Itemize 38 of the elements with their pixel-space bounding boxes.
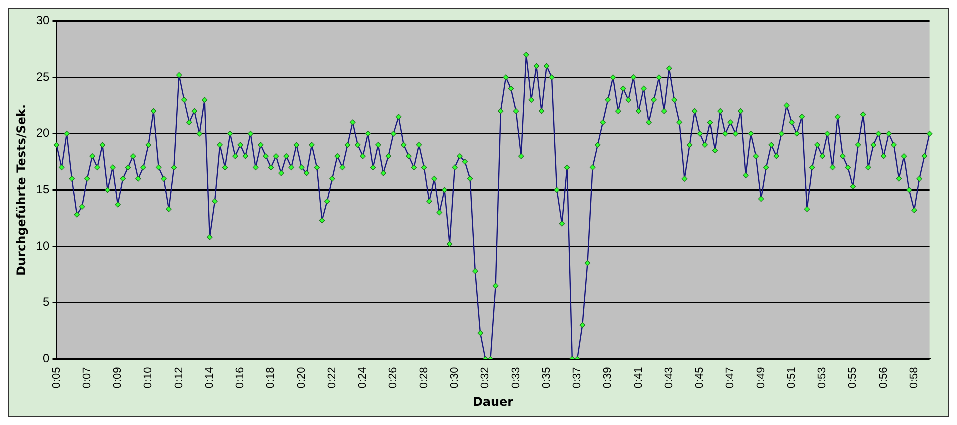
x-tick-label: 0:05 bbox=[50, 367, 63, 389]
y-tick-label: 0 bbox=[43, 352, 50, 366]
y-tick-label: 5 bbox=[43, 295, 50, 310]
x-tick-label: 0:12 bbox=[173, 367, 186, 389]
x-tick-label: 0:35 bbox=[540, 367, 553, 389]
x-tick-label: 0:22 bbox=[326, 367, 338, 389]
x-tick-label: 0:53 bbox=[816, 367, 829, 389]
x-tick-label: 0:39 bbox=[602, 367, 614, 389]
y-tick-label: 30 bbox=[36, 14, 50, 28]
x-tick-label: 0:30 bbox=[449, 367, 462, 389]
x-tick-label: 0:10 bbox=[142, 367, 155, 389]
x-tick-label: 0:28 bbox=[418, 367, 430, 389]
x-tick-label: 0:47 bbox=[724, 367, 737, 389]
y-tick-label: 25 bbox=[36, 70, 50, 84]
x-tick-label: 0:43 bbox=[663, 367, 676, 389]
x-tick-label: 0:45 bbox=[694, 367, 706, 389]
y-tick-label: 10 bbox=[36, 238, 50, 253]
x-tick-label: 0:33 bbox=[510, 367, 522, 389]
x-tick-label: 0:51 bbox=[786, 367, 798, 389]
x-tick-label: 0:18 bbox=[265, 367, 278, 389]
x-tick-label: 0:58 bbox=[908, 367, 921, 389]
y-tick-label: 15 bbox=[36, 182, 50, 197]
x-tick-label: 0:24 bbox=[357, 367, 370, 389]
x-tick-label: 0:56 bbox=[878, 367, 890, 389]
x-axis-title: Dauer bbox=[472, 394, 514, 409]
x-tick-label: 0:55 bbox=[847, 367, 860, 389]
x-tick-label: 0:26 bbox=[388, 367, 400, 389]
x-tick-label: 0:49 bbox=[755, 367, 768, 389]
x-tick-label: 0:09 bbox=[112, 367, 124, 389]
x-tick-label: 0:41 bbox=[632, 367, 645, 389]
x-tick-label: 0:37 bbox=[572, 367, 584, 389]
y-axis-title: Durchgeführte Tests/Sek. bbox=[14, 104, 28, 276]
x-tick-label: 0:32 bbox=[480, 367, 492, 389]
x-tick-label: 0:07 bbox=[81, 367, 94, 389]
x-tick-label: 0:20 bbox=[296, 367, 308, 389]
x-tick-label: 0:14 bbox=[204, 367, 216, 389]
y-tick-label: 20 bbox=[36, 126, 50, 140]
x-tick-label: 0:16 bbox=[234, 367, 247, 389]
